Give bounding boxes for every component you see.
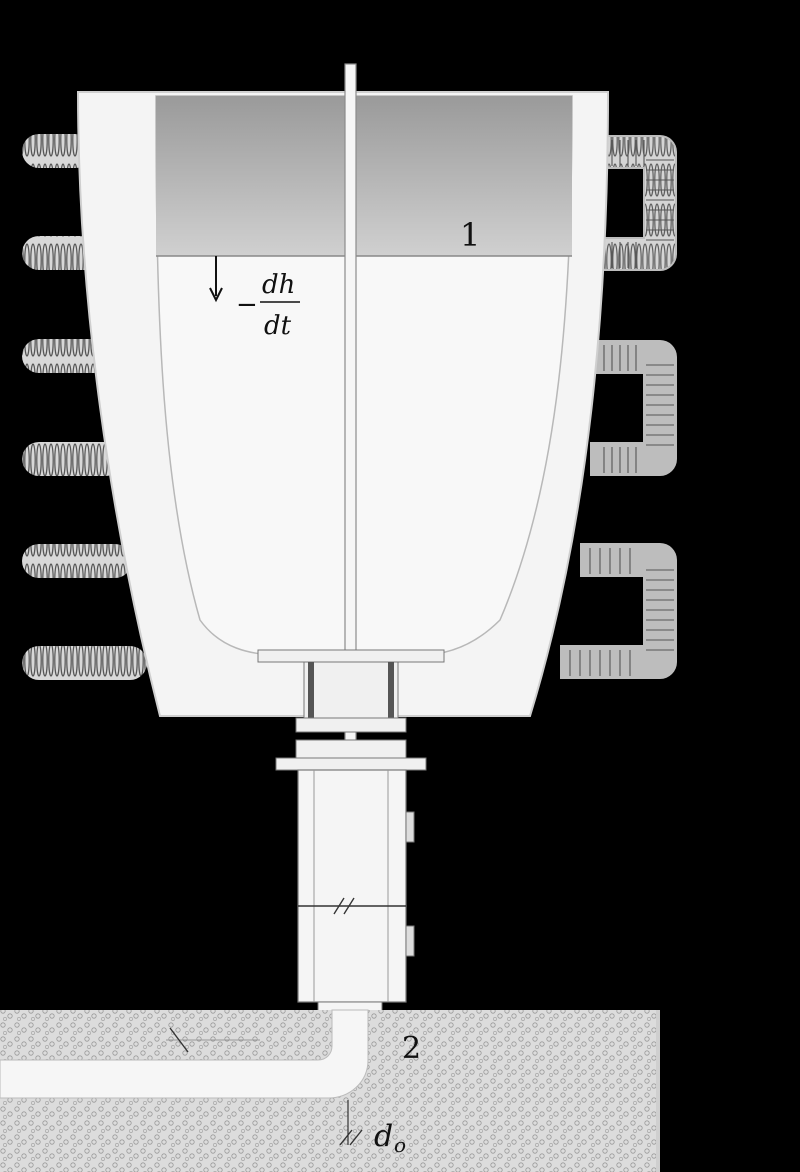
label-d: d <box>374 1119 393 1154</box>
sand-mold <box>0 1009 660 1172</box>
label-o-subscript: o <box>394 1133 406 1157</box>
coil-icon <box>22 646 147 680</box>
arrow-down-icon <box>209 256 223 303</box>
coil-icon <box>22 544 132 578</box>
nozzle-well <box>257 649 445 719</box>
coil-icon <box>22 236 102 270</box>
label-ladle: 1 <box>460 216 480 254</box>
coil-icon <box>22 339 112 373</box>
label-nozzle-exit: 2 <box>402 1031 421 1066</box>
right-coils <box>560 135 677 679</box>
coil-icon <box>22 442 122 476</box>
left-coils <box>22 134 147 680</box>
label-dt: dt <box>264 311 292 341</box>
coil-icon <box>22 134 92 168</box>
nozzle-assembly <box>275 717 427 1029</box>
nozzle-dimension <box>298 897 406 915</box>
label-dh: dh <box>262 270 295 300</box>
ladle-headspace <box>156 96 572 256</box>
label-minus: − <box>236 290 258 320</box>
